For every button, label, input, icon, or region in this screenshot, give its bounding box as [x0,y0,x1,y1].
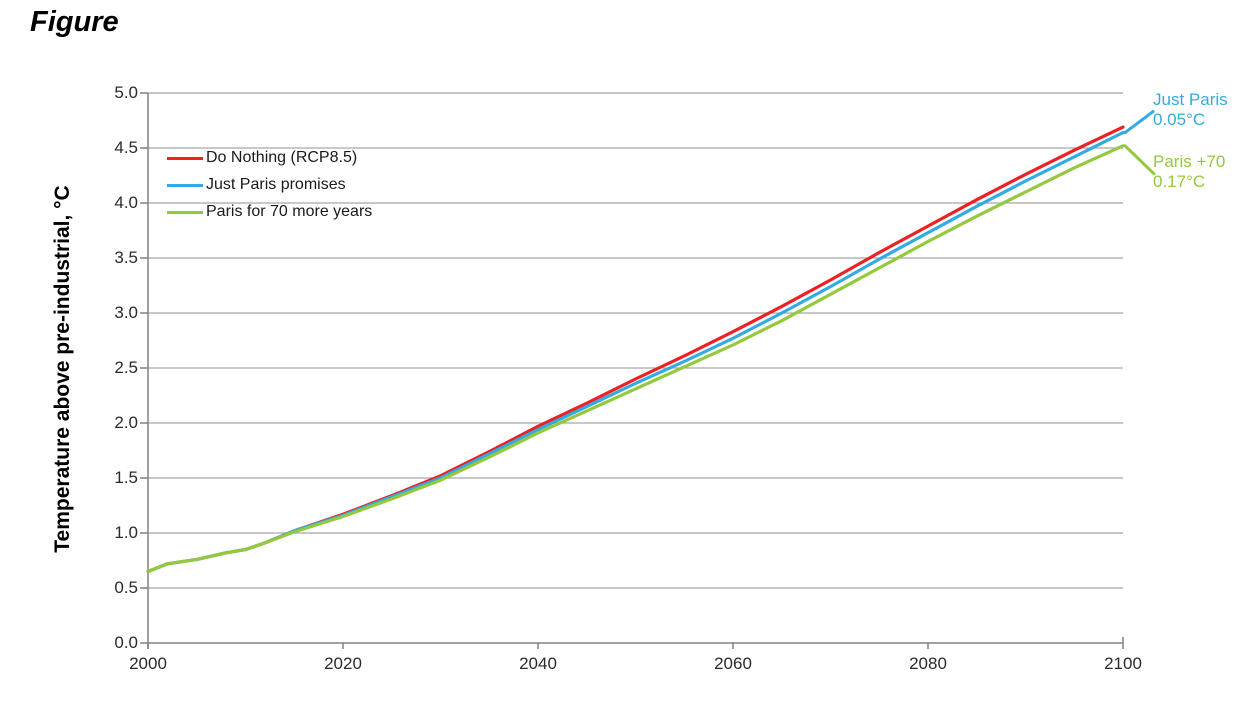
figure-title: Figure [30,6,119,38]
y-tick-label: 2.5 [114,358,138,377]
x-tick-label: 2080 [909,654,947,673]
annotation-leader-0 [1123,110,1155,135]
y-tick-label: 5.0 [114,83,138,102]
annotation-value: 0.05°C [1153,110,1206,129]
legend-label: Just Paris promises [206,176,346,193]
legend-label: Do Nothing (RCP8.5) [206,149,358,166]
y-tick-label: 2.0 [114,413,138,432]
y-tick-label: 0.0 [114,633,138,652]
y-tick-label: 1.5 [114,468,138,487]
x-tick-label: 2040 [519,654,557,673]
y-tick-label: 3.0 [114,303,138,322]
x-tick-label: 2020 [324,654,362,673]
annotation-paris-70: Paris +70 0.17°C [1153,152,1225,192]
legend-item-do-nothing: Do Nothing (RCP8.5) [167,148,372,168]
y-tick-label: 1.0 [114,523,138,542]
legend-swatch-blue-line [167,183,203,187]
legend-label: Paris for 70 more years [206,203,373,220]
y-tick-label: 4.0 [114,193,138,212]
y-axis-title: Temperature above pre-industrial, °C [51,185,74,553]
annotation-value: 0.17°C [1153,172,1206,191]
x-tick-label: 2060 [714,654,752,673]
y-tick-label: 3.5 [114,248,138,267]
annotation-label: Just Paris [1153,90,1228,109]
annotation-label: Paris +70 [1153,152,1226,171]
series-line-2 [146,144,1125,574]
x-tick-label: 2100 [1104,654,1142,673]
legend-item-just-paris: Just Paris promises [167,175,372,195]
annotation-leader-1 [1123,144,1156,176]
legend: Do Nothing (RCP8.5) Just Paris promises … [167,148,372,222]
y-tick-label: 0.5 [114,578,138,597]
y-tick-label: 4.5 [114,138,138,157]
legend-swatch-red-line [167,156,203,160]
annotation-just-paris: Just Paris 0.05°C [1153,90,1228,130]
legend-item-paris-70: Paris for 70 more years [167,202,372,222]
x-tick-label: 2000 [129,654,167,673]
legend-swatch-green-line [167,210,203,214]
